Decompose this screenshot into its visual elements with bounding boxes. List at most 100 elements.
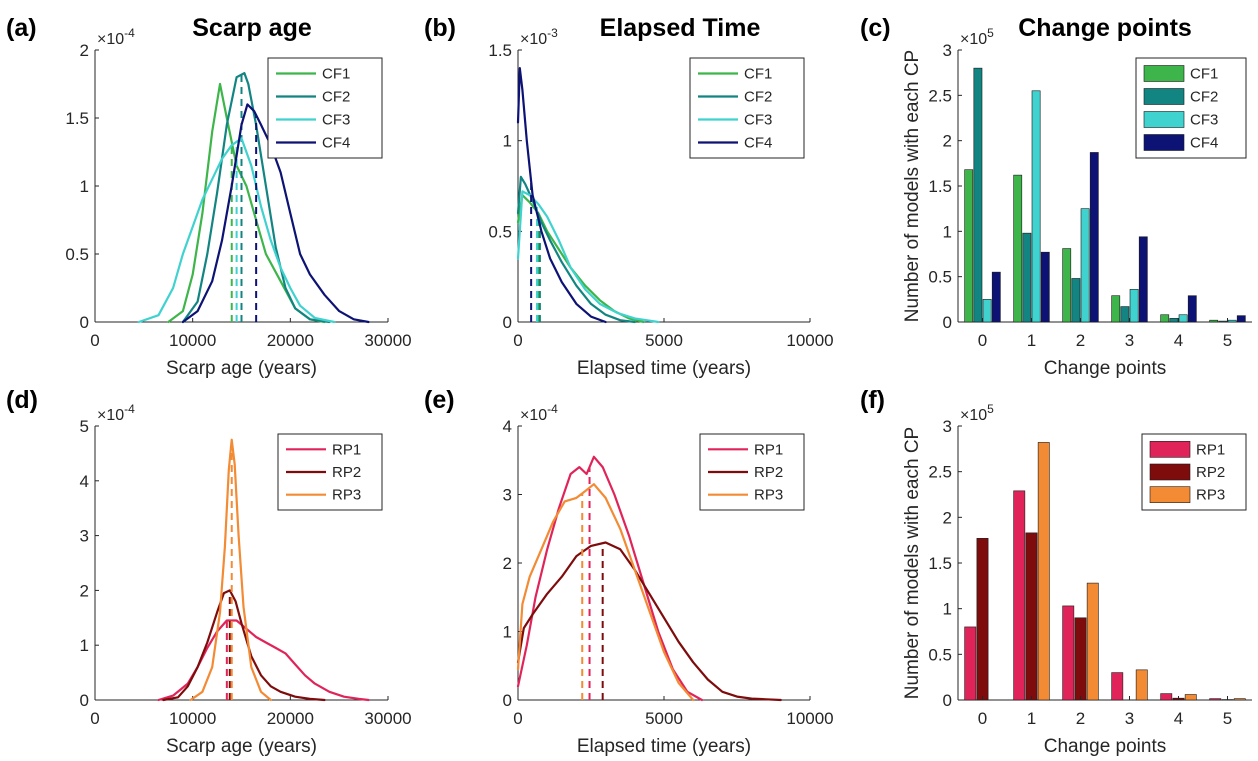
legend-swatch-CF2 — [1143, 88, 1185, 105]
legend: RP1 RP2 RP3 — [699, 433, 805, 511]
exp-base: ×10 — [960, 407, 987, 424]
bar-RP3-cp1 — [1037, 442, 1050, 701]
legend-entry-CF4: CF4 — [1190, 135, 1218, 152]
series-line-RP2 — [162, 589, 326, 702]
exp-power: -4 — [547, 402, 558, 416]
x-tick-label: 30000 — [364, 331, 411, 350]
exp-power: -4 — [124, 402, 135, 416]
y-exponent-label: ×105 — [960, 402, 994, 424]
x-tick-label: 10000 — [786, 709, 833, 728]
x-tick-label: 20000 — [267, 709, 314, 728]
x-tick-label: 5 — [1223, 709, 1232, 728]
x-axis-label: Elapsed time (years) — [577, 358, 751, 379]
legend-box — [267, 57, 383, 159]
x-tick-label: 0 — [90, 331, 99, 350]
legend-entry-RP2: RP2 — [332, 464, 361, 481]
y-tick-label: 4 — [80, 472, 89, 491]
series-line-RP1 — [157, 619, 370, 702]
bar-CF4-cp1 — [1040, 251, 1050, 323]
x-tick-label: 30000 — [364, 709, 411, 728]
x-tick-label: 3 — [1125, 709, 1134, 728]
legend-entry-RP3: RP3 — [332, 487, 361, 504]
panel-title: Scarp age — [192, 14, 312, 42]
legend-box — [277, 433, 383, 511]
legend-entry-CF3: CF3 — [1190, 112, 1218, 129]
x-axis-label: Elapsed time (years) — [577, 736, 751, 757]
y-tick-label: 0 — [503, 691, 512, 710]
bar-CF1-cp4 — [1160, 314, 1170, 323]
bar-CF3-cp5 — [1227, 319, 1237, 323]
legend-entry-CF2: CF2 — [744, 89, 772, 106]
y-tick-label: 0 — [503, 313, 512, 332]
x-tick-label: 10000 — [169, 331, 216, 350]
exp-power: -4 — [124, 26, 135, 40]
exp-power: 5 — [987, 402, 994, 416]
bar-RP3-cp2 — [1086, 582, 1099, 701]
x-tick-label: 5000 — [645, 331, 683, 350]
series-line-CF3 — [137, 137, 336, 324]
x-tick-label: 2 — [1076, 331, 1085, 350]
bar-CF1-cp1 — [1013, 174, 1023, 323]
x-tick-label: 1 — [1027, 709, 1036, 728]
legend-swatch-CF1 — [1143, 65, 1185, 82]
panel-d: (d) 0 1 2 3 4 5 ×10-4 0 10000 20000 30000 Scarp age … — [6, 386, 412, 757]
legend-entry-RP1: RP1 — [1196, 441, 1225, 458]
y-tick-label: 1 — [80, 177, 89, 196]
plot-area — [137, 71, 370, 324]
y-tick-label: 4 — [503, 417, 512, 436]
y-tick-label: 3 — [943, 41, 952, 60]
x-tick-label: 20000 — [267, 331, 314, 350]
y-tick-label: 2 — [943, 132, 952, 151]
legend-entry-RP2: RP2 — [754, 464, 783, 481]
bar-CF1-cp3 — [1111, 295, 1121, 323]
panel-title: Elapsed Time — [600, 14, 761, 42]
y-tick-label: 0 — [943, 691, 952, 710]
y-tick-label: 0 — [80, 313, 89, 332]
y-tick-label: 1 — [943, 222, 952, 241]
bar-RP1-cp0 — [964, 626, 977, 701]
x-axis-label: Change points — [1044, 736, 1167, 757]
panel-label: (e) — [424, 386, 455, 414]
legend-swatch-RP3 — [1149, 486, 1191, 503]
panel-label: (d) — [6, 386, 38, 414]
bar-CF4-cp3 — [1138, 236, 1148, 323]
plot-area — [157, 438, 370, 702]
bar-CF3-cp0 — [982, 299, 992, 323]
bar-CF2-cp4 — [1169, 318, 1179, 323]
y-tick-label: 1 — [943, 600, 952, 619]
panel-label: (b) — [424, 14, 456, 42]
legend-swatch-RP2 — [1149, 463, 1191, 481]
x-tick-label: 1 — [1027, 331, 1036, 350]
series-line-CF3 — [516, 190, 660, 324]
x-tick-label: 3 — [1125, 331, 1134, 350]
legend-swatch-CF4 — [1143, 134, 1185, 151]
bar-CF2-cp5 — [1218, 320, 1228, 323]
series-line-CF4 — [516, 66, 607, 324]
legend-entry-RP3: RP3 — [1196, 487, 1225, 504]
y-tick-label: 3 — [503, 486, 512, 505]
legend-swatch-RP1 — [1149, 441, 1191, 458]
bar-CF3-cp4 — [1178, 314, 1188, 323]
legend-swatch-CF3 — [1143, 111, 1185, 128]
y-exponent-label: ×10-4 — [520, 402, 558, 424]
legend: CF1 CF2 CF3 CF4 — [267, 57, 383, 159]
panel-label: (a) — [6, 14, 37, 42]
x-tick-label: 4 — [1174, 331, 1183, 350]
y-tick-label: 3 — [943, 417, 952, 436]
y-tick-label: 2 — [80, 41, 89, 60]
series-line-CF2 — [516, 175, 636, 324]
legend-entry-RP2: RP2 — [1196, 464, 1225, 481]
panel-b: (b) Elapsed Time 0 0.5 1 1.5 ×10-3 0 5000 10000 El… — [424, 14, 834, 379]
exp-base: ×10 — [97, 407, 124, 424]
bar-RP2-cp1 — [1025, 532, 1038, 701]
bar-RP3-cp5 — [1233, 698, 1246, 701]
legend-entry-RP1: RP1 — [332, 441, 361, 458]
x-axis-label: Change points — [1044, 358, 1167, 379]
bar-CF2-cp0 — [973, 67, 983, 323]
y-tick-label: 0.5 — [928, 645, 952, 664]
legend-entry-CF3: CF3 — [322, 112, 350, 129]
legend: RP1 RP2 RP3 — [1141, 433, 1247, 511]
series-line-CF4 — [181, 103, 370, 324]
bar-RP1-cp5 — [1209, 698, 1222, 701]
